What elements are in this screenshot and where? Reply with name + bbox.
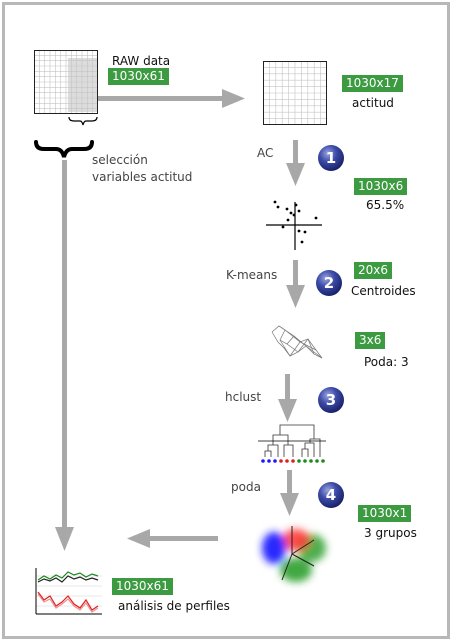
- kmeans-centroids-icon: [271, 325, 323, 359]
- step-3-dims-badge: 3x6: [355, 332, 386, 349]
- attitude-label: actitud: [352, 96, 394, 110]
- profiles-plot-icon: [35, 568, 102, 615]
- attitude-matrix-icon: [263, 61, 327, 125]
- profiles-label: análisis de perfiles: [118, 599, 230, 613]
- arrow-groups-to-profiles: [127, 529, 218, 548]
- step-4-number: 4: [318, 482, 344, 508]
- step-2-caption: Centroides: [351, 284, 416, 298]
- hclust-dendrogram-icon: [258, 424, 326, 463]
- arrow-hclust: [278, 374, 297, 422]
- pca-scatter-icon: [266, 200, 322, 250]
- raw-subset-brace-icon: [68, 116, 98, 126]
- selection-label-line1: selección: [92, 153, 148, 167]
- profiles-dims-badge: 1030x61: [112, 578, 173, 595]
- step-2-method: K-means: [226, 268, 278, 282]
- diagram-frame: [2, 2, 450, 639]
- arrow-raw-to-attitude: [95, 89, 245, 108]
- step-4-method: poda: [231, 480, 261, 494]
- step-1-method: AC: [257, 146, 274, 160]
- step-3-caption: Poda: 3: [364, 355, 409, 369]
- raw-data-title: RAW data: [112, 54, 171, 68]
- step-1-caption: 65.5%: [366, 198, 405, 212]
- raw-data-dims-badge: 1030x61: [108, 68, 169, 85]
- step-3-number: 3: [318, 387, 344, 413]
- step-4-caption: 3 grupos: [364, 526, 417, 540]
- attitude-dims-badge: 1030x17: [342, 75, 403, 92]
- arrow-ac: [286, 140, 305, 186]
- step-2-dims-badge: 20x6: [354, 262, 393, 279]
- step-2-number: 2: [316, 270, 342, 296]
- step-3-method: hclust: [225, 390, 262, 404]
- arrow-selection-to-profiles: [55, 160, 74, 551]
- selection-label-line2: variables actitud: [92, 170, 193, 184]
- step-4-dims-badge: 1030x1: [358, 505, 412, 522]
- raw-data-matrix-icon: [34, 50, 98, 114]
- three-groups-3d-icon: [262, 526, 326, 582]
- arrow-poda: [280, 470, 299, 516]
- step-1-number: 1: [318, 145, 344, 171]
- selection-brace-icon: [34, 140, 94, 158]
- arrow-kmeans: [286, 260, 305, 308]
- step-1-dims-badge: 1030x6: [354, 178, 408, 195]
